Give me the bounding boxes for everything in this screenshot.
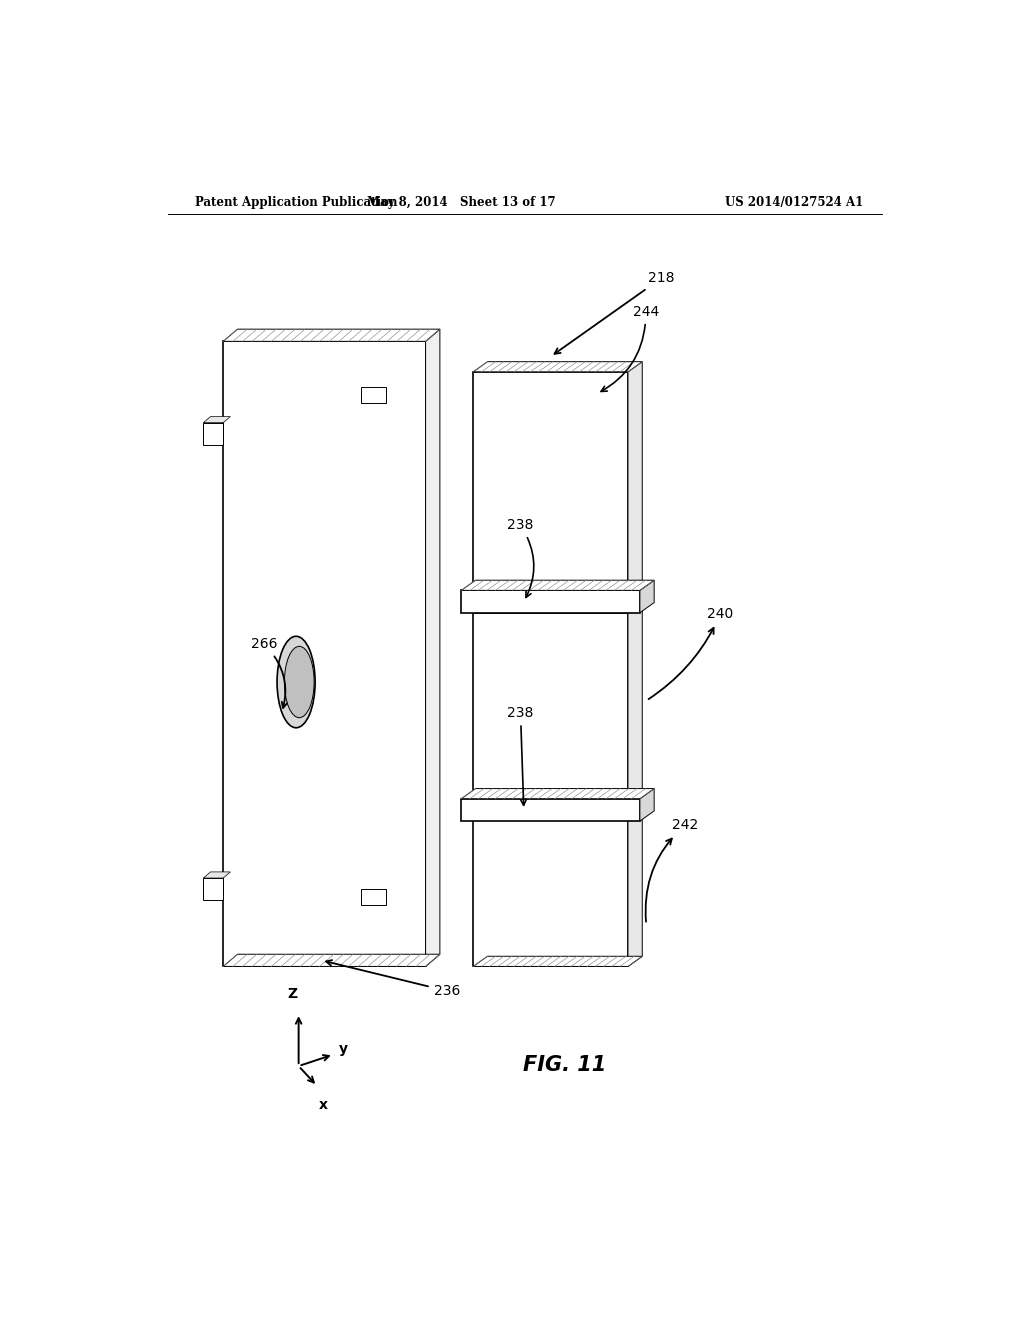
Polygon shape (204, 878, 223, 900)
Polygon shape (223, 329, 440, 342)
Polygon shape (461, 590, 640, 612)
Polygon shape (473, 818, 628, 966)
Text: FIG. 11: FIG. 11 (523, 1055, 606, 1074)
Polygon shape (461, 799, 640, 821)
Text: 238: 238 (507, 706, 534, 805)
Polygon shape (204, 422, 223, 445)
Polygon shape (204, 873, 230, 878)
Polygon shape (473, 612, 628, 799)
Text: Z: Z (287, 987, 297, 1001)
Polygon shape (461, 788, 654, 799)
Polygon shape (473, 372, 628, 590)
Polygon shape (473, 956, 642, 966)
Text: y: y (339, 1043, 348, 1056)
Text: 266: 266 (251, 638, 287, 708)
Text: 242: 242 (645, 818, 698, 921)
Polygon shape (628, 602, 642, 799)
Text: May 8, 2014   Sheet 13 of 17: May 8, 2014 Sheet 13 of 17 (367, 195, 556, 209)
Polygon shape (640, 788, 654, 821)
Polygon shape (360, 387, 386, 404)
Ellipse shape (278, 636, 315, 727)
Text: US 2014/0127524 A1: US 2014/0127524 A1 (725, 195, 864, 209)
Text: 236: 236 (326, 960, 460, 998)
Polygon shape (628, 362, 642, 590)
Ellipse shape (285, 647, 314, 718)
Polygon shape (628, 809, 642, 966)
Text: x: x (319, 1098, 328, 1113)
Text: 218: 218 (555, 272, 675, 354)
Polygon shape (473, 362, 642, 372)
Text: Patent Application Publication: Patent Application Publication (196, 195, 398, 209)
Polygon shape (461, 581, 654, 590)
Text: 240: 240 (648, 607, 733, 700)
Text: 238: 238 (507, 519, 534, 598)
Text: 244: 244 (601, 305, 659, 392)
Polygon shape (223, 954, 440, 966)
Polygon shape (223, 342, 426, 966)
Polygon shape (426, 329, 440, 966)
Polygon shape (360, 890, 386, 906)
Polygon shape (204, 417, 230, 422)
Polygon shape (640, 581, 654, 612)
